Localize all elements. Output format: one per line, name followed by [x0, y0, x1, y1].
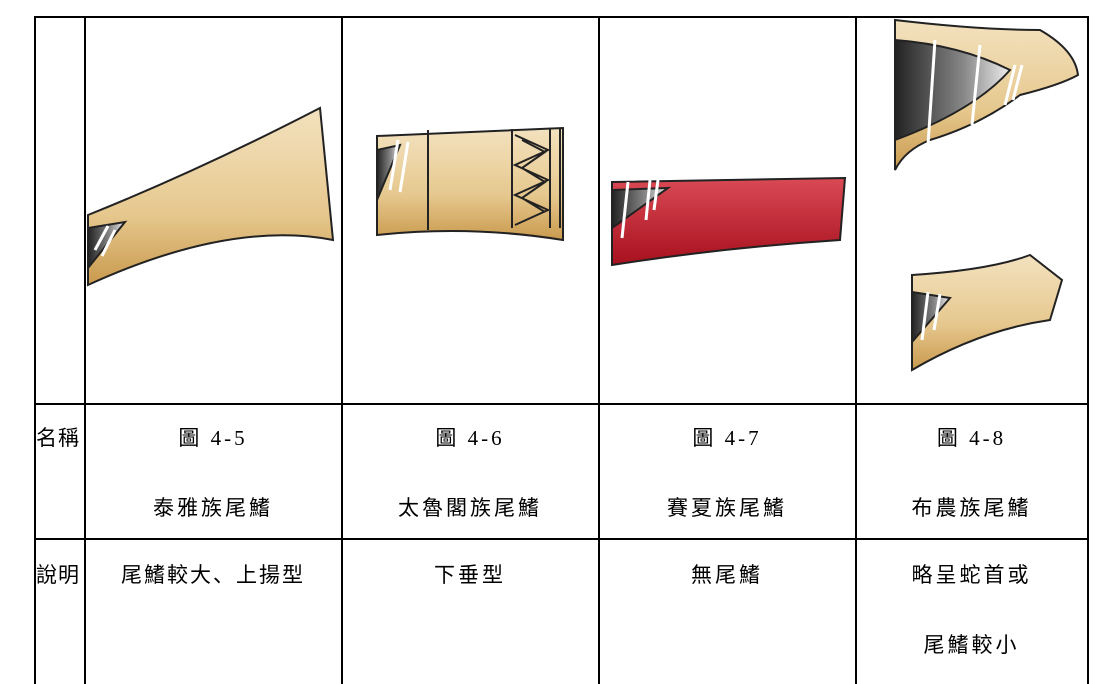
- table-border: [855, 16, 857, 684]
- table-border: [34, 403, 1088, 405]
- table-border: [341, 16, 343, 684]
- cell: 圖 4-8 布農族尾鰭: [856, 403, 1087, 543]
- fin-illustration: [611, 176, 847, 267]
- cell: 圖 4-6 太魯閣族尾鰭: [342, 403, 598, 543]
- fin-illustration: [376, 126, 564, 242]
- cell-text: 賽夏族尾鰭: [667, 496, 787, 520]
- cell: 略呈蛇首或 尾鰭較小: [856, 540, 1087, 680]
- table-border: [34, 538, 1088, 540]
- cell-text: 略呈蛇首或: [911, 563, 1032, 587]
- cell: 無尾鰭: [599, 540, 855, 610]
- cell-text: 圖 4-8: [936, 426, 1007, 450]
- cell-text: 圖 4-6: [435, 426, 505, 450]
- table-border: [1087, 16, 1089, 684]
- cell-text: 圖 4-5: [178, 426, 248, 450]
- cell: 下垂型: [342, 540, 598, 610]
- cell: 尾鰭較大、上揚型: [85, 540, 341, 610]
- row-label: 名稱: [36, 426, 80, 450]
- cell-text: 尾鰭較小: [923, 633, 1020, 657]
- table-border: [598, 16, 600, 684]
- cell-text: 泰雅族尾鰭: [153, 496, 273, 520]
- cell: 圖 4-7 賽夏族尾鰭: [599, 403, 855, 543]
- cell-text: 尾鰭較大、上揚型: [121, 563, 305, 587]
- fin-illustration: [87, 106, 335, 287]
- row-label: 說明: [36, 563, 80, 587]
- cell-text: 無尾鰭: [691, 563, 763, 587]
- cell: 圖 4-5 泰雅族尾鰭: [85, 403, 341, 543]
- fin-illustration: [894, 18, 1080, 372]
- cell-text: 太魯閣族尾鰭: [398, 496, 542, 520]
- cell-text: 下垂型: [434, 563, 506, 587]
- table-border: [34, 16, 36, 684]
- table-border: [84, 16, 86, 684]
- cell-text: 布農族尾鰭: [911, 496, 1032, 520]
- cell-text: 圖 4-7: [692, 426, 762, 450]
- table-border: [34, 16, 1088, 18]
